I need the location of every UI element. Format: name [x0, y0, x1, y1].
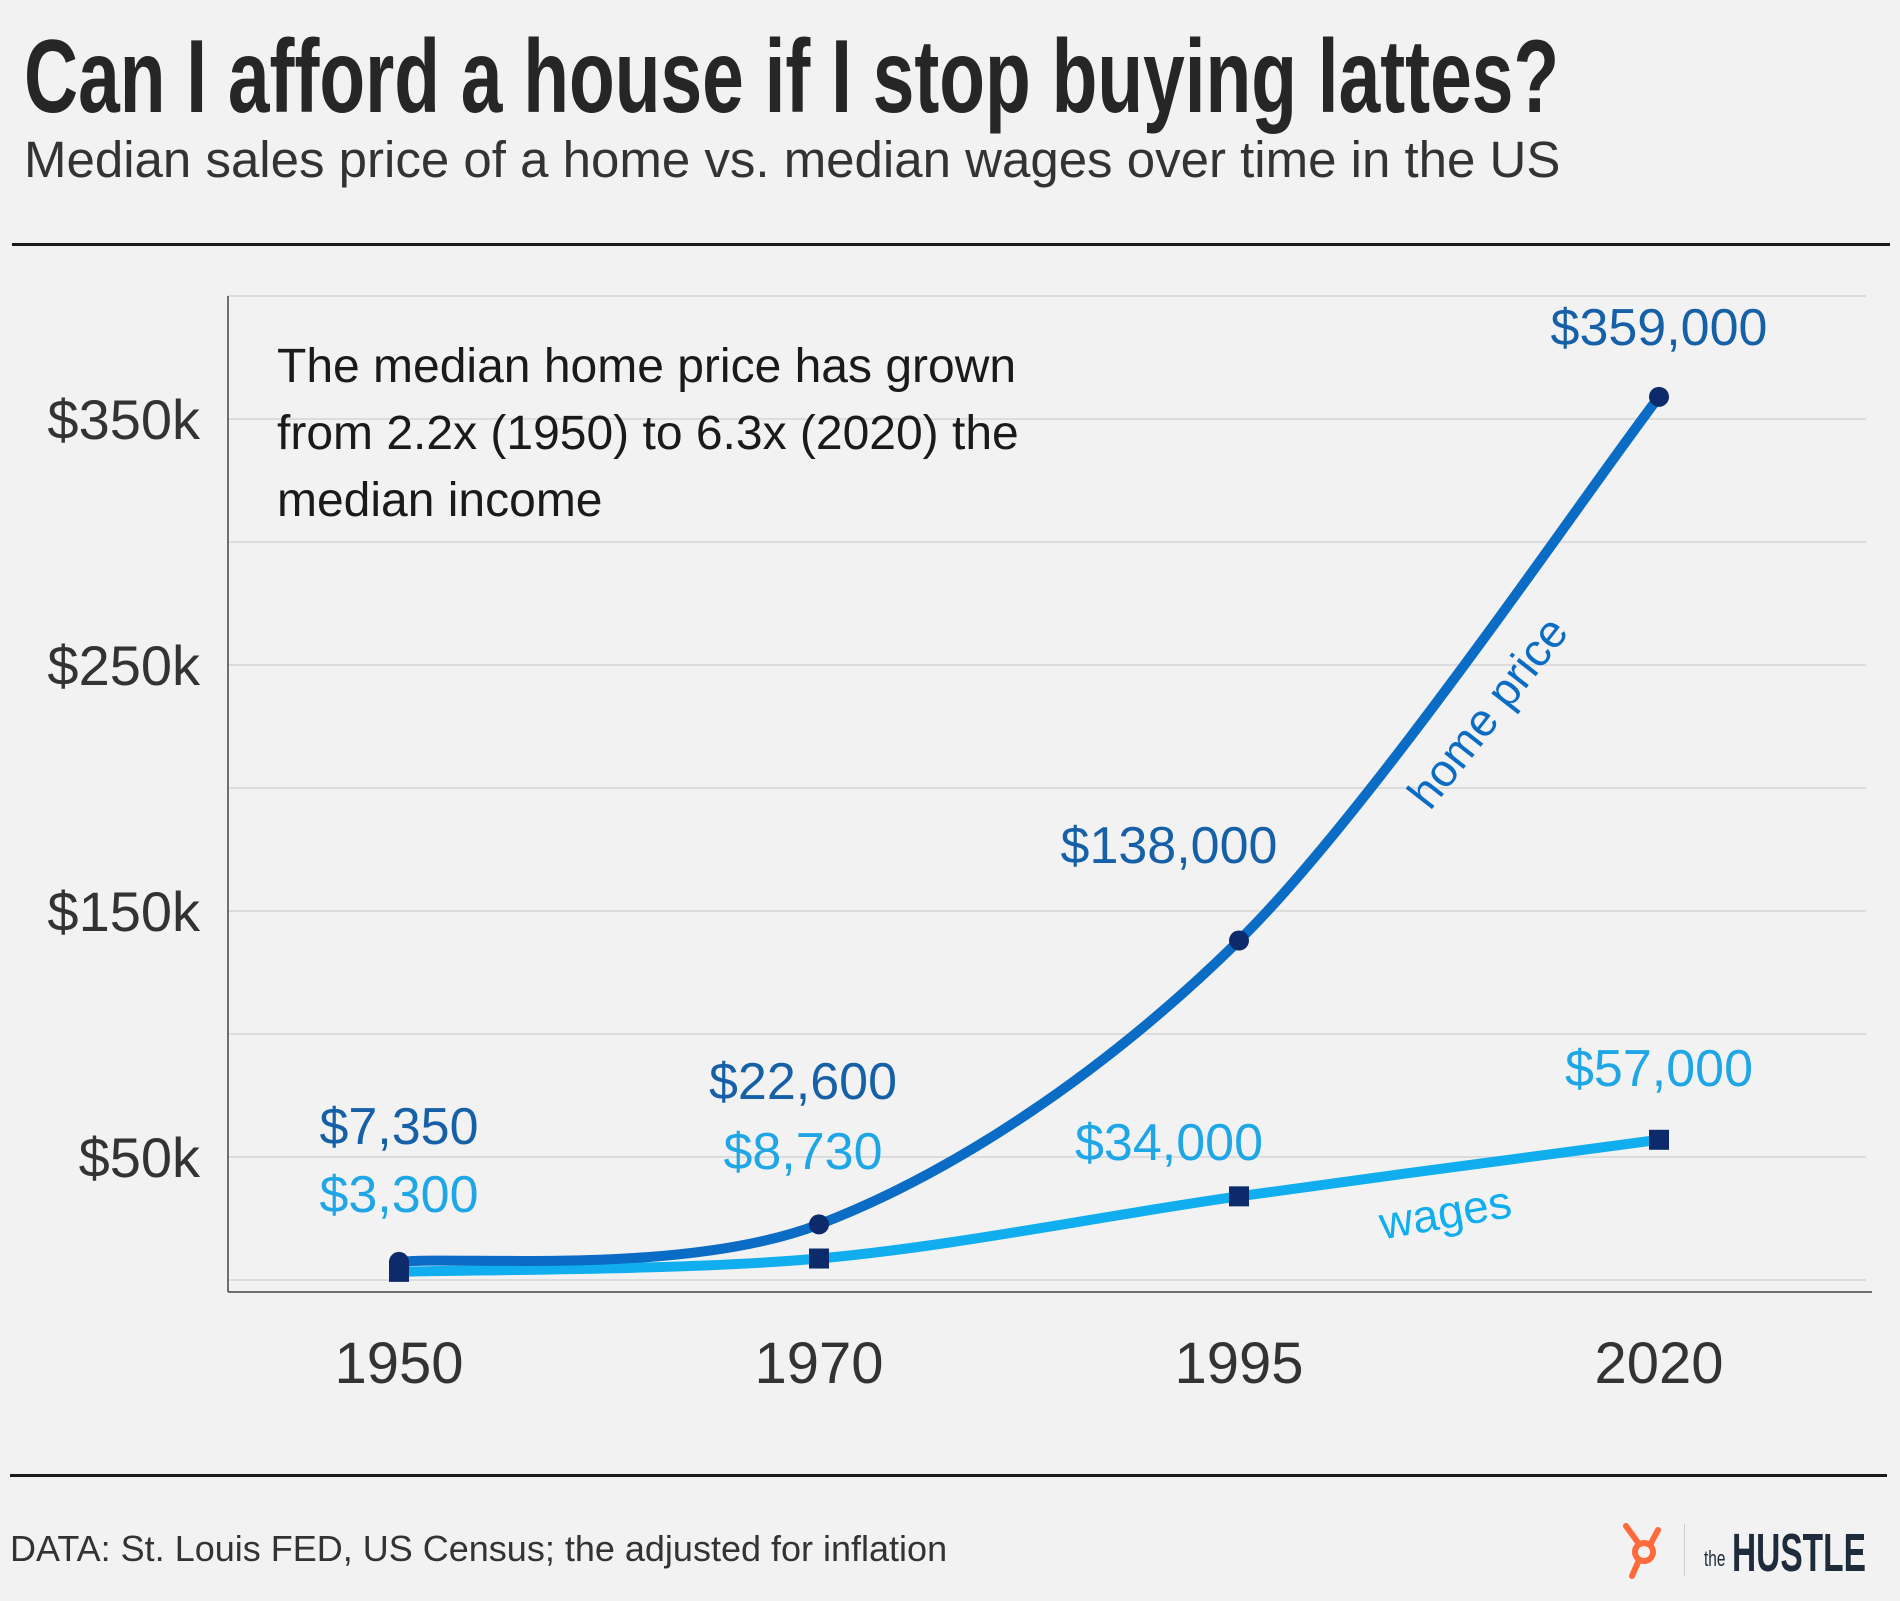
data-labels: $3,300 $8,730 $34,000 $57,000 $7,350 $22,600 $…: [319, 299, 1767, 1224]
data-label: $7,350: [319, 1098, 478, 1156]
x-tick-labels: 1950 1970 1995 2020: [334, 1331, 1723, 1396]
logo-the: the: [1704, 1546, 1726, 1571]
annotation: The median home price has grown from 2.2x…: [277, 340, 1019, 527]
data-point-marker: [1649, 1129, 1669, 1150]
annotation-line: median income: [277, 474, 603, 527]
annotation-line: from 2.2x (1950) to 6.3x (2020) the: [277, 407, 1019, 460]
annotation-line: The median home price has grown: [277, 340, 1016, 393]
data-label: $138,000: [1061, 817, 1278, 875]
data-point-marker: [389, 1251, 409, 1272]
logo-separator: [1684, 1524, 1685, 1576]
data-point-marker: [1229, 1186, 1249, 1207]
data-point-marker: [1229, 930, 1249, 951]
gridlines: [228, 295, 1866, 1281]
series-label-wages: wages: [1374, 1175, 1515, 1249]
data-label: $359,000: [1551, 299, 1768, 357]
source-note: DATA: St. Louis FED, US Census; the adju…: [10, 1528, 948, 1569]
hubspot-sprocket-icon: [1623, 1523, 1661, 1579]
x-tick-label: 1995: [1174, 1331, 1303, 1396]
series-lines: [394, 391, 1664, 1277]
data-label: $3,300: [319, 1166, 478, 1224]
data-label: $22,600: [709, 1053, 897, 1111]
chart-subtitle: Median sales price of a home vs. median …: [24, 131, 1561, 188]
series-line-home-price: [394, 391, 1664, 1267]
y-tick-labels: $50k $150k $250k $350k: [47, 388, 201, 1189]
bottom-divider: [10, 1474, 1887, 1477]
chart-title: Can I afford a house if I stop buying la…: [24, 19, 1560, 135]
data-point-marker: [1649, 386, 1669, 407]
data-label: $34,000: [1075, 1114, 1263, 1172]
series-line-wages: [394, 1134, 1664, 1277]
logo-hustle: HUSTLE: [1732, 1523, 1866, 1583]
data-label: $57,000: [1565, 1040, 1753, 1098]
data-label: $8,730: [723, 1123, 882, 1181]
x-tick-label: 2020: [1594, 1331, 1723, 1396]
line-chart: $50k $150k $250k $350k 1950 1970 1995 2020 The…: [47, 295, 1872, 1396]
top-divider: [12, 243, 1890, 246]
y-tick-label: $50k: [79, 1126, 201, 1189]
series-markers: [389, 386, 1669, 1282]
data-point-marker: [809, 1248, 829, 1269]
y-tick-label: $150k: [47, 880, 201, 943]
y-tick-label: $250k: [47, 634, 201, 697]
x-tick-label: 1970: [754, 1331, 883, 1396]
brand-logo: the HUSTLE: [1606, 1518, 1896, 1583]
data-point-marker: [809, 1214, 829, 1235]
y-tick-label: $350k: [47, 388, 201, 451]
x-tick-label: 1950: [334, 1331, 463, 1396]
